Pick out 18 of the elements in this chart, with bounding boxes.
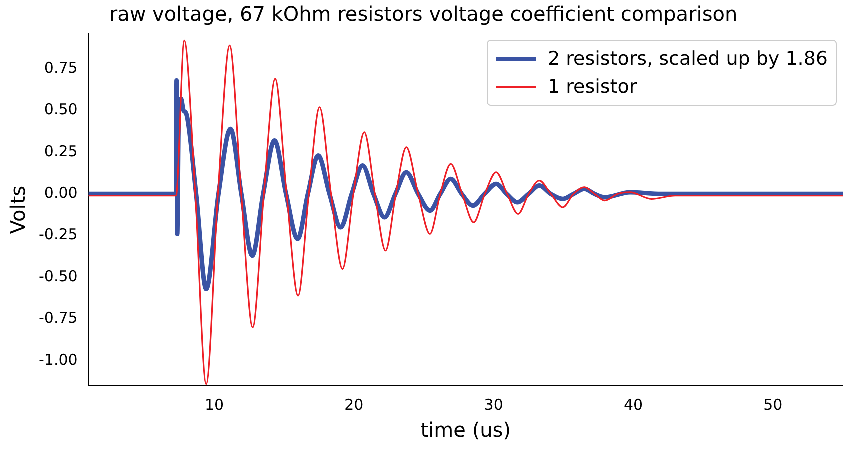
x-tick-label: 50 bbox=[764, 396, 783, 414]
y-tick-label: -0.25 bbox=[39, 226, 78, 244]
y-tick-label: -0.50 bbox=[39, 267, 78, 286]
y-tick-label: 0.75 bbox=[44, 58, 78, 77]
y-tick-label: -0.75 bbox=[39, 309, 78, 328]
y-tick-label: 0.50 bbox=[44, 100, 78, 119]
x-tick-label: 10 bbox=[204, 396, 224, 414]
x-axis-title: time (us) bbox=[420, 418, 512, 442]
x-tick-label: 30 bbox=[484, 396, 504, 414]
x-tick-label: 40 bbox=[624, 396, 644, 414]
legend-label: 2 resistors, scaled up by 1.86 bbox=[548, 47, 828, 72]
legend-label: 1 resistor bbox=[548, 75, 638, 100]
y-tick-label: -1.00 bbox=[39, 350, 78, 369]
y-tick-label: 0.25 bbox=[44, 142, 78, 160]
x-tick-label: 20 bbox=[344, 396, 364, 414]
y-axis-title: Volts bbox=[6, 186, 30, 234]
chart-title: raw voltage, 67 kOhm resistors voltage coefficient comparison bbox=[109, 2, 738, 26]
y-tick-label: 0.00 bbox=[44, 184, 78, 202]
